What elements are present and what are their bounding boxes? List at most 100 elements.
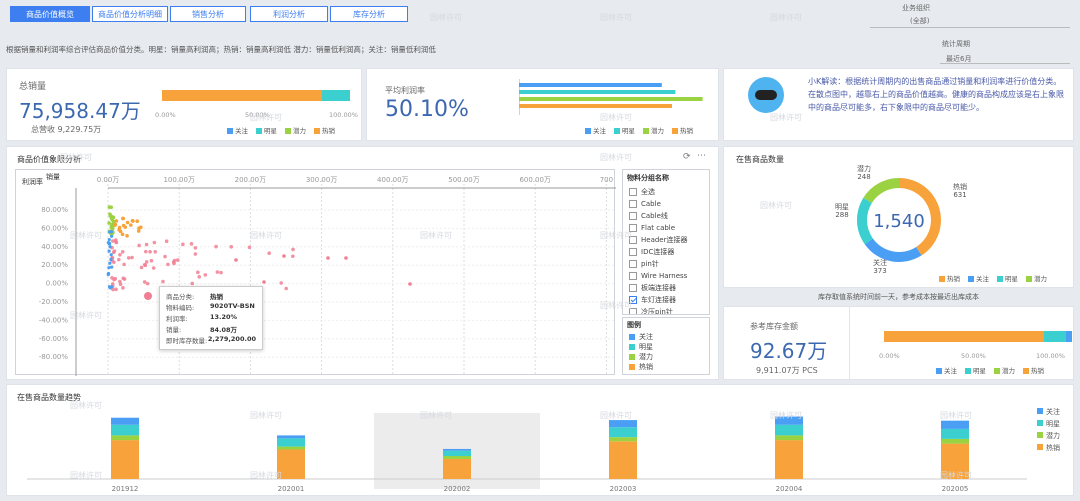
filter-item[interactable]: 车灯连接器: [623, 294, 709, 306]
insight-text: 小K解读：根据统计周期内的出售商品通过销量和利润率进行价值分类。在散点图中，越靠…: [808, 77, 1064, 112]
legend-item: 明星: [997, 273, 1018, 283]
period-filter-select[interactable]: 最近6月: [946, 55, 972, 63]
donut-label: 明星: [835, 203, 849, 211]
sales-value: 75,958.47万: [19, 99, 141, 123]
refresh-icon[interactable]: ⟳: [683, 152, 691, 162]
share-segment-热销: [884, 331, 1044, 342]
donut-legend: 热销 关注 明星 潜力: [939, 273, 1047, 283]
page-subtitle: 根据销量和利润率综合评估商品价值分类。明星：销量高利润高；热销：销量高利润低 潜…: [6, 45, 436, 54]
scatter-point: [106, 241, 110, 245]
legend-item: 明星: [256, 125, 277, 135]
scatter-point: [137, 243, 141, 248]
profit-value: 50.10%: [385, 97, 469, 122]
trend-period: 202004: [776, 485, 803, 493]
share-segment-关注: [1066, 331, 1072, 342]
legend-item: 明星: [614, 125, 635, 135]
y-tick: 80.00%: [41, 206, 68, 214]
scatter-point: [112, 249, 117, 253]
trend-bar-明星: [111, 424, 139, 436]
legend-item: 关注: [227, 125, 248, 135]
scatter-point: [109, 205, 114, 210]
x-tick: 100.00万: [163, 176, 195, 184]
stock-share-bar: [884, 331, 1072, 342]
scatter-point: [145, 281, 150, 286]
more-icon[interactable]: ⋯: [697, 151, 706, 161]
scatter-point-highlight: [144, 292, 152, 300]
filter-item[interactable]: IDC连接器: [623, 246, 709, 258]
filter-item[interactable]: 板端连接器: [623, 282, 709, 294]
filter-item[interactable]: Cable线: [623, 210, 709, 222]
trend-card: 在售商品数量趋势 201912 202001 202002 202003 202004 2…: [6, 384, 1074, 496]
filter-item[interactable]: Header连接器: [623, 234, 709, 246]
tab-4[interactable]: 库存分析: [330, 6, 408, 22]
donut-slice-潜力: [863, 178, 899, 204]
scatter-point: [107, 249, 111, 253]
trend-bar-关注: [443, 448, 471, 451]
scatter-point: [189, 242, 194, 246]
legend-item: 热销: [672, 125, 693, 135]
donut-value: 288: [835, 211, 848, 219]
scatter-point: [111, 287, 115, 292]
scatter-point: [166, 262, 170, 267]
filter-item[interactable]: Flat cable: [623, 222, 709, 234]
y-tick: -60.00%: [39, 335, 69, 343]
filter-item[interactable]: Wire Harness: [623, 270, 709, 282]
filter-item[interactable]: 冷压pin针: [623, 306, 709, 314]
scatter-card: 商品价值象限分析 ⟳ ⋯ 0.00万 100.00万 200.00万 300.00万 4…: [6, 146, 719, 380]
scatter-point: [142, 262, 147, 267]
y-tick: 60.00%: [41, 224, 68, 232]
period-filter-label: 统计周期: [942, 40, 970, 48]
tooltip-key: 利润率:: [166, 315, 188, 323]
trend-period: 201912: [112, 485, 139, 493]
trend-bar-明星: [277, 438, 305, 447]
legend-item[interactable]: 明星: [623, 342, 709, 352]
sales-legend: 关注 明星 潜力 热销: [227, 125, 335, 135]
filter-item[interactable]: 全选: [623, 186, 709, 198]
trend-bar-关注: [775, 416, 803, 425]
scatter-point: [193, 252, 198, 256]
legend-item[interactable]: 潜力: [623, 352, 709, 362]
trend-bar-潜力: [277, 446, 305, 450]
profit-title: 平均利润率: [385, 86, 425, 95]
filter-item[interactable]: Cable: [623, 198, 709, 210]
tab-2[interactable]: 销售分析: [170, 6, 246, 22]
scatter-point: [153, 249, 158, 254]
legend-panel: 图例 关注 明星 潜力 热销: [622, 317, 710, 375]
share-segment-明星: [321, 90, 350, 101]
scatter-point: [108, 245, 112, 249]
legend-item: 关注: [585, 125, 606, 135]
scatter-point: [139, 265, 144, 270]
scatter-point: [229, 245, 234, 249]
watermark: 园林许可: [600, 13, 632, 22]
tab-3[interactable]: 利润分析: [250, 6, 328, 22]
scatter-tooltip: 商品分类: 热销 物料编码: 9020TV-BSN 利润率: 13.20% 销量: 84.08…: [159, 286, 263, 350]
scatter-point: [110, 226, 115, 231]
scatter-point: [344, 256, 348, 260]
trend-bar-热销: [775, 440, 803, 479]
scatter-point: [107, 221, 111, 225]
legend-item[interactable]: 热销: [623, 362, 709, 372]
scatter-point: [125, 220, 130, 225]
legend-item[interactable]: 关注: [623, 332, 709, 342]
trend-bar-潜力: [775, 435, 803, 441]
scatter-point: [284, 286, 288, 291]
tab-0[interactable]: 商品价值概览: [10, 6, 90, 22]
tooltip-key: 即时库存数量:: [166, 337, 208, 345]
stock-sub: 9,911.07万 PCS: [756, 366, 818, 375]
trend-bar-潜力: [941, 438, 969, 444]
legend-item: 潜力: [1026, 273, 1047, 283]
org-filter-select[interactable]: (全部): [910, 17, 930, 25]
scatter-point: [196, 270, 200, 275]
scatter-point: [122, 262, 126, 267]
filter-item[interactable]: pin针: [623, 258, 709, 270]
filter-title: 物料分组名称: [627, 174, 669, 182]
donut-label: 关注: [873, 258, 887, 267]
sales-title: 总销量: [19, 82, 47, 92]
tab-1[interactable]: 商品价值分析明细: [92, 6, 168, 22]
scatter-point: [118, 253, 122, 257]
scatter-point: [144, 242, 149, 247]
donut-title: 在售商品数量: [736, 155, 784, 164]
scatter-point: [110, 276, 114, 280]
scatter-point: [109, 253, 113, 257]
